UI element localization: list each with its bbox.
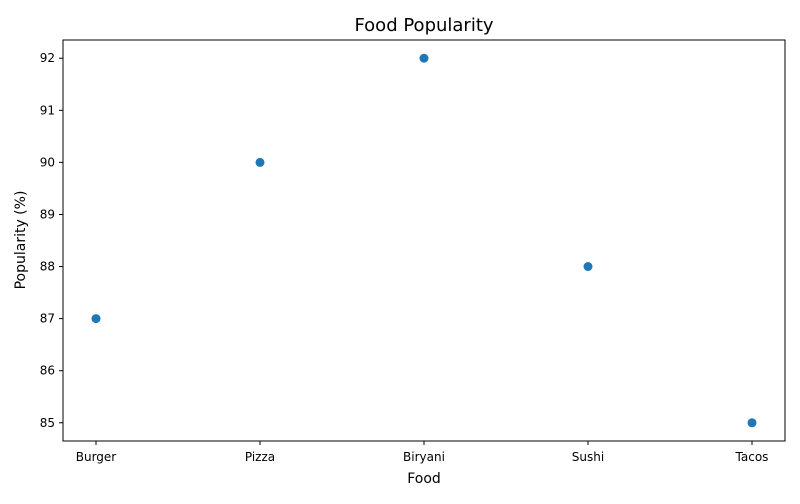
x-tick-label: Pizza <box>245 450 275 464</box>
y-tick-label: 89 <box>40 207 55 221</box>
data-point-biryani <box>419 53 429 63</box>
y-tick-label: 87 <box>40 312 55 326</box>
data-point-sushi <box>583 262 593 272</box>
x-axis-ticks: Burger Pizza Biryani Sushi Tacos <box>76 441 769 464</box>
y-tick-label: 86 <box>40 364 55 378</box>
data-point-burger <box>91 314 101 324</box>
y-tick-label: 91 <box>40 103 55 117</box>
y-axis-label: Popularity (%) <box>13 191 29 290</box>
chart-title: Food Popularity <box>354 15 493 36</box>
x-tick-label: Burger <box>76 450 117 464</box>
y-tick-label: 90 <box>40 155 55 169</box>
y-axis-ticks: 85 86 87 88 89 90 91 92 <box>40 51 63 430</box>
x-axis-label: Food <box>407 471 441 487</box>
data-points <box>91 53 757 428</box>
x-tick-label: Tacos <box>735 450 769 464</box>
x-tick-label: Biryani <box>403 450 445 464</box>
data-point-pizza <box>255 157 265 167</box>
data-point-tacos <box>747 418 757 428</box>
plot-area: 85 86 87 88 89 90 91 92 Burger Pizza Biryani Sushi… <box>40 39 786 464</box>
y-tick-label: 85 <box>40 416 55 430</box>
y-tick-label: 92 <box>40 51 55 65</box>
y-tick-label: 88 <box>40 260 55 274</box>
x-tick-label: Sushi <box>572 450 604 464</box>
plot-frame <box>62 39 786 442</box>
